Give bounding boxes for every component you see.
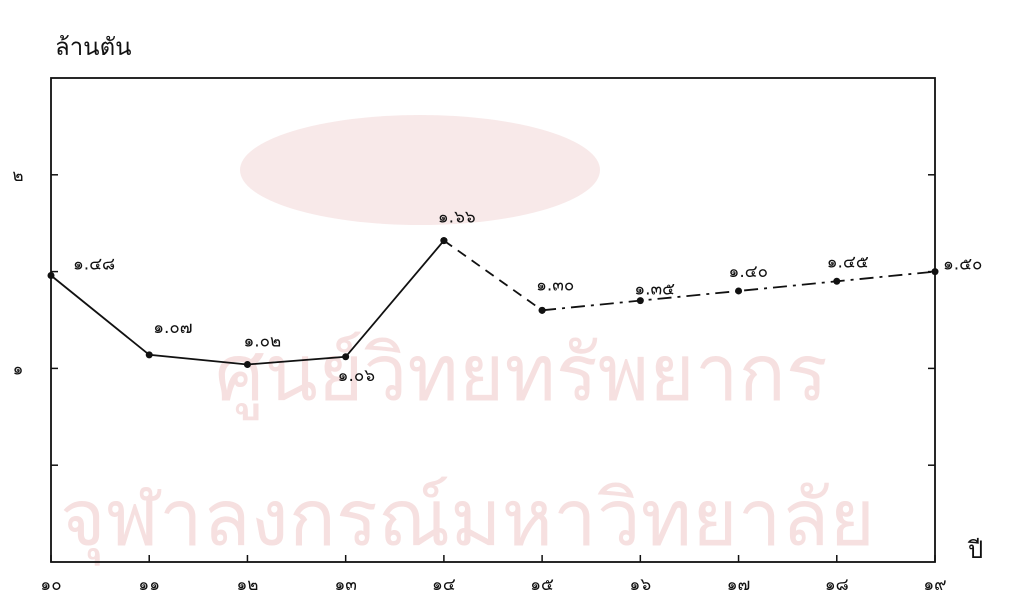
data-label: ๑.๐๗	[153, 318, 192, 338]
x-tick-label: ๑๖	[630, 575, 652, 595]
watermark-text-2: จุฬาลงกรณ์มหาวิทยาลัย	[60, 474, 875, 566]
watermark: ศูนย์วิทยทรัพยากร จุฬาลงกรณ์มหาวิทยาลัย	[60, 115, 875, 566]
watermark-seal	[240, 115, 600, 225]
y-tick-label: ๑	[13, 359, 24, 379]
data-point	[931, 268, 939, 276]
y-axis-title: ล้านตัน	[55, 33, 132, 61]
watermark-text-1: ศูนย์วิทยทรัพยากร	[215, 329, 828, 420]
data-point	[538, 306, 546, 314]
x-tick-label: ๑๓	[334, 575, 356, 595]
data-label: ๑.๖๖	[438, 208, 476, 228]
series-line-dashed	[443, 239, 543, 312]
data-point	[243, 361, 251, 369]
x-tick-label: ๑๒	[236, 575, 258, 595]
data-label: ๑.๓๐	[536, 275, 574, 295]
data-point	[833, 277, 841, 285]
data-label: ๑.๔๕	[827, 252, 869, 272]
y-tick-label: ๒	[12, 166, 23, 186]
data-point	[440, 237, 448, 245]
x-tick-label: ๑๙	[923, 575, 946, 595]
data-label: ๑.๔๘	[73, 254, 115, 274]
plot-frame	[50, 77, 936, 563]
data-labels: ๑.๔๘๑.๐๗๑.๐๒๑.๐๖ ๑.๖๖๑.๓๐ ๑.๓๕ ๑.๔๐ ๑.๔๕ ๑.๕๐	[73, 208, 982, 386]
data-point	[47, 271, 55, 279]
data-point	[145, 351, 153, 359]
data-label: ๑.๕๐	[943, 255, 982, 275]
x-tick-label: ๑๗	[727, 575, 751, 595]
x-tick-label: ๑๔	[432, 575, 456, 595]
data-label: ๑.๔๐	[729, 262, 768, 282]
data-label: ๑.๓๕	[634, 280, 675, 300]
data-point	[342, 353, 350, 361]
x-axis-title: ปี	[967, 536, 983, 564]
data-points	[47, 237, 939, 369]
data-label: ๑.๐๒	[243, 332, 281, 352]
x-tick-label: ๑๕	[530, 575, 554, 595]
data-point	[735, 287, 743, 295]
x-tick-label: ๑๘	[825, 575, 849, 595]
series-line-dash-dot	[542, 270, 936, 312]
data-label: ๑.๐๖	[338, 366, 375, 386]
x-tick-label: ๑๑	[138, 575, 160, 595]
x-tick-label: ๑๐	[40, 575, 61, 595]
data-point	[636, 297, 644, 305]
